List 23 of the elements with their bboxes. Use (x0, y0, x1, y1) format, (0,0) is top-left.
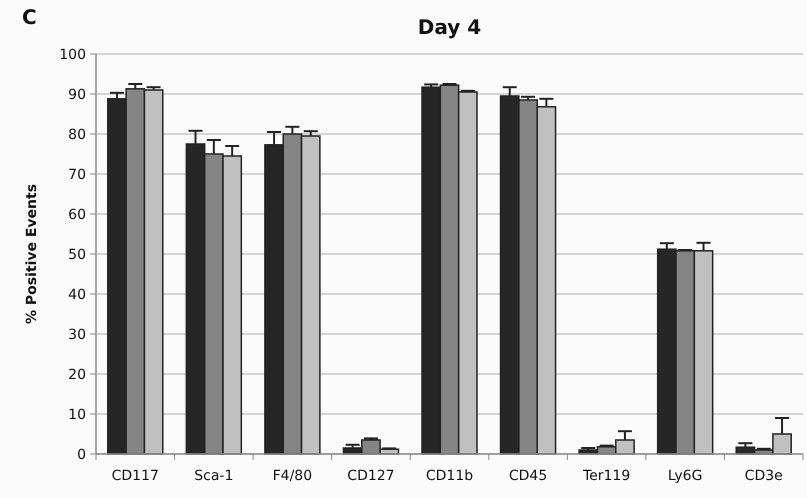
chart-title: Day 4 (418, 15, 482, 39)
y-tick-label: 20 (68, 366, 86, 383)
y-tick-label: 30 (68, 326, 86, 343)
x-tick-label: Ter119 (582, 468, 630, 484)
x-tick-label: CD45 (508, 468, 548, 484)
x-tick-label: CD127 (347, 468, 395, 484)
y-tick-label: 10 (68, 406, 86, 423)
y-tick-label: 100 (59, 46, 86, 63)
text: C (22, 5, 37, 29)
x-tick-label: CD117 (112, 468, 159, 484)
y-tick-label: 50 (68, 246, 86, 263)
y-tick-label: 0 (77, 446, 86, 463)
y-tick-label: 40 (68, 286, 86, 303)
x-tick-label: F4/80 (272, 468, 312, 484)
x-tick-label: CD11b (426, 468, 474, 484)
y-tick-label: 70 (68, 166, 86, 183)
y-tick-label: 60 (68, 206, 86, 223)
x-tick-label: CD3e (744, 468, 783, 484)
y-axis-title: % Positive Events (24, 184, 40, 324)
y-tick-label: 90 (68, 86, 86, 103)
x-tick-label: Sca-1 (194, 468, 234, 484)
x-tick-label: Ly6G (668, 468, 702, 484)
y-tick-label: 80 (68, 126, 86, 143)
